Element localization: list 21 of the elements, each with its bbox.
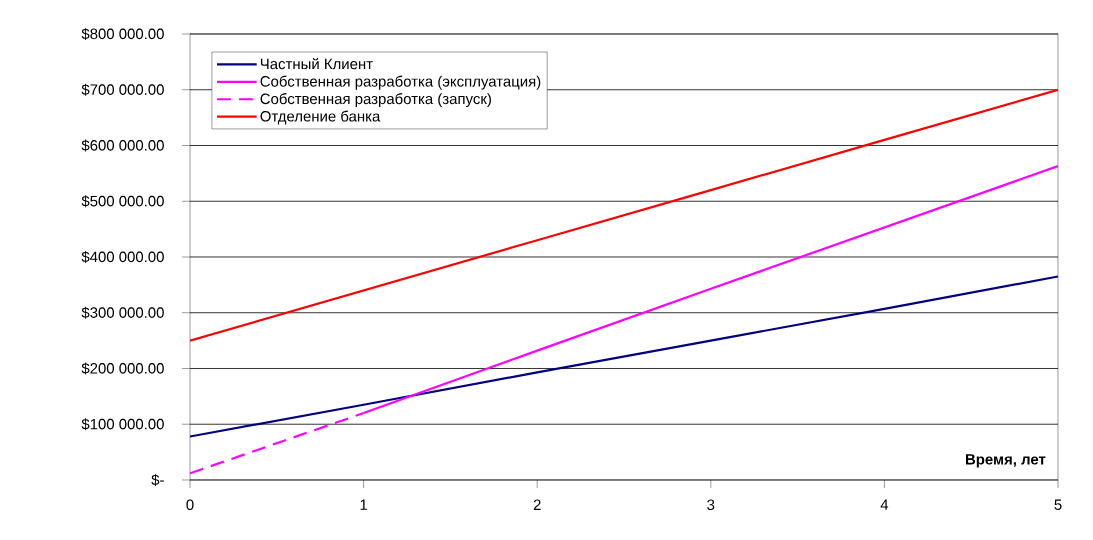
x-tick-label: 5 bbox=[1054, 499, 1062, 510]
y-tick-label: $200 000.00 bbox=[81, 362, 164, 375]
legend-label: Собственная разработка (запуск) bbox=[260, 93, 491, 108]
x-axis-title: Время, лет bbox=[965, 454, 1046, 468]
line-series bbox=[190, 275, 1059, 438]
legend-label: Отделение банка bbox=[260, 110, 381, 125]
x-tick-label: 0 bbox=[186, 499, 194, 511]
y-tick-label: $300 000.00 bbox=[81, 306, 164, 319]
y-tick-label: $800 000.00 bbox=[81, 27, 164, 41]
x-tick-label: 1 bbox=[360, 499, 368, 510]
y-tick-label: $400 000.00 bbox=[81, 250, 164, 264]
legend-label: Частный Клиент bbox=[260, 58, 373, 70]
x-tick-label: 4 bbox=[880, 499, 889, 510]
y-tick-label: $100 000.00 bbox=[81, 418, 164, 431]
y-tick-label: $600 000.00 bbox=[81, 139, 164, 152]
y-tick-label: $500 000.00 bbox=[81, 195, 164, 208]
legend-label: Собственная разработка (эксплуатация) bbox=[260, 75, 541, 90]
y-tick-label: $700 000.00 bbox=[81, 83, 164, 96]
y-tick-label: $- bbox=[151, 473, 164, 487]
x-tick-label: 3 bbox=[707, 499, 715, 511]
x-tick-label: 2 bbox=[533, 499, 541, 510]
